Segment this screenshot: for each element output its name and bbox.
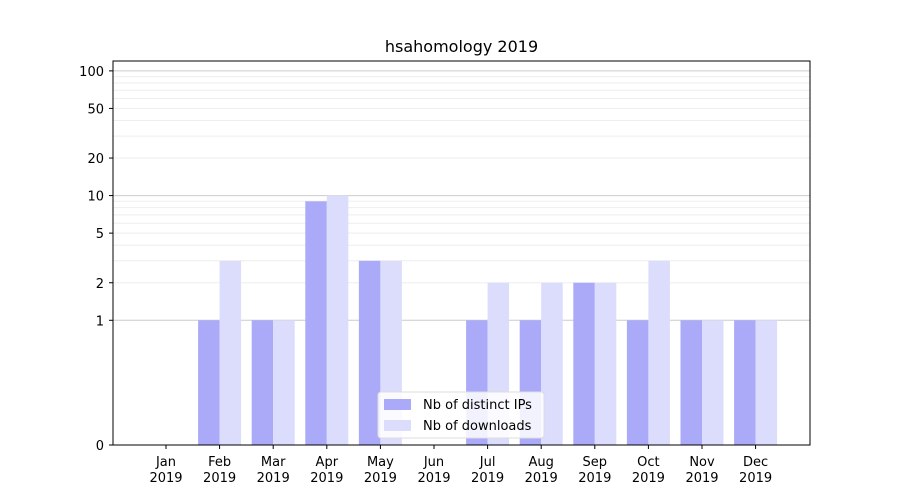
x-tick-label-month: Apr	[316, 455, 339, 470]
x-tick-label-month: Jan	[155, 455, 176, 470]
bar-downloads	[219, 260, 242, 445]
y-tick-label: 10	[87, 190, 104, 205]
bar-distinct-ips	[734, 320, 756, 445]
y-tick-label: 100	[79, 65, 104, 80]
y-tick-label: 50	[87, 102, 104, 117]
y-tick-label: 5	[96, 227, 104, 242]
x-tick-label-year: 2019	[310, 471, 343, 486]
bar-downloads	[326, 195, 349, 445]
legend-label: Nb of downloads	[423, 419, 532, 434]
x-tick-label-month: Aug	[529, 455, 554, 470]
chart-title: hsahomology 2019	[385, 37, 538, 56]
y-tick-label: 1	[96, 314, 104, 329]
bar-distinct-ips	[305, 201, 327, 445]
x-tick-label-month: Dec	[743, 455, 768, 470]
bar-downloads	[273, 320, 295, 445]
x-tick-label-year: 2019	[257, 471, 290, 486]
legend: Nb of distinct IPs Nb of downloads	[377, 391, 545, 439]
x-tick-label-year: 2019	[632, 471, 665, 486]
bars	[198, 195, 778, 445]
bar-downloads	[541, 282, 563, 445]
x-tick-label-year: 2019	[203, 471, 236, 486]
bar-downloads	[594, 282, 617, 445]
x-tick-label-year: 2019	[578, 471, 611, 486]
y-axis: 0 1 2 5 10 20 50 100	[79, 65, 113, 454]
x-tick-label-year: 2019	[525, 471, 558, 486]
bar-downloads	[648, 260, 670, 445]
legend-swatch	[384, 399, 411, 410]
x-tick-label-year: 2019	[417, 471, 450, 486]
y-tick-label: 20	[87, 152, 104, 167]
x-tick-label-year: 2019	[685, 471, 718, 486]
x-tick-label-month: Feb	[208, 455, 231, 470]
x-tick-label-month: Jun	[423, 455, 444, 470]
x-tick-label-month: Jul	[479, 455, 496, 470]
x-axis: Jan2019Feb2019Mar2019Apr2019May2019Jun20…	[149, 445, 772, 486]
legend-label: Nb of distinct IPs	[423, 398, 532, 413]
bar-distinct-ips	[198, 320, 220, 445]
plot-frame	[112, 60, 811, 446]
legend-box	[377, 391, 545, 439]
x-tick-label-month: Nov	[689, 455, 715, 470]
bar-downloads	[755, 320, 778, 445]
x-tick-label-year: 2019	[739, 471, 772, 486]
legend-swatch	[384, 420, 411, 431]
x-tick-label-month: Sep	[583, 455, 608, 470]
bar-downloads	[702, 320, 724, 445]
grid	[113, 70, 810, 321]
bar-distinct-ips	[251, 320, 274, 445]
bar-distinct-ips	[573, 282, 595, 445]
y-tick-label: 0	[96, 439, 104, 454]
y-tick-label: 2	[96, 277, 104, 292]
bar-distinct-ips	[358, 260, 381, 445]
bar-distinct-ips	[680, 320, 702, 445]
x-tick-label-year: 2019	[471, 471, 504, 486]
x-tick-label-month: Mar	[261, 455, 286, 470]
bar-distinct-ips	[626, 320, 649, 445]
x-tick-label-month: Oct	[637, 455, 659, 470]
x-tick-label-year: 2019	[149, 471, 182, 486]
x-tick-label-year: 2019	[364, 471, 397, 486]
x-tick-label-month: May	[367, 455, 394, 470]
